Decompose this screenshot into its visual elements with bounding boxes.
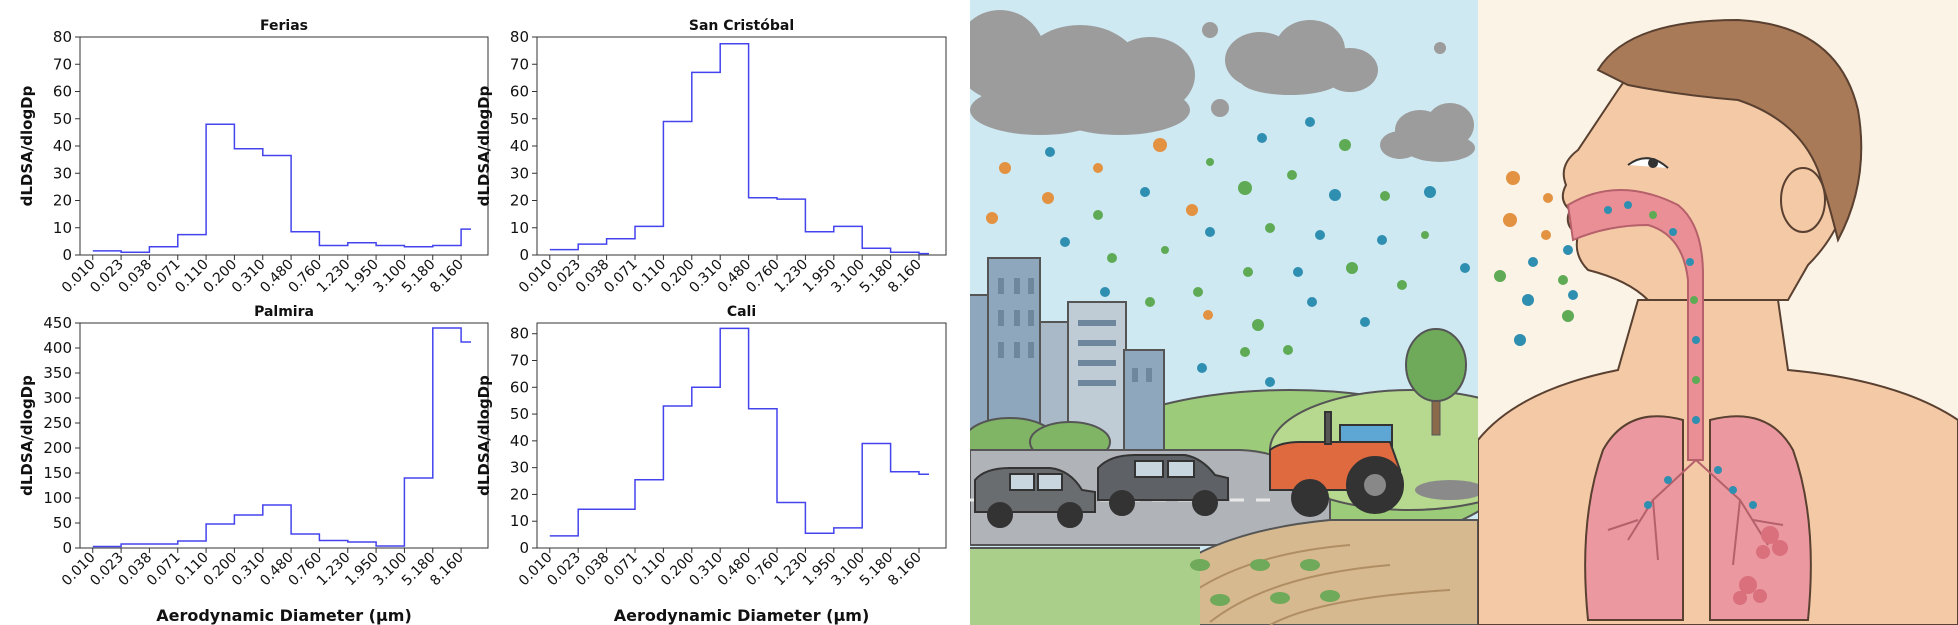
y-tick-label: 200 [43,439,72,457]
y-tick-label: 50 [53,110,72,128]
human-respiratory-inhalation-icon [1478,0,1958,625]
y-tick-label: 80 [53,28,72,46]
plot-frame [79,36,489,256]
y-tick-label: 70 [510,55,529,73]
y-tick-label: 60 [510,83,529,101]
y-tick-label: 60 [53,83,72,101]
y-tick-label: 0 [519,539,529,557]
y-tick-label: 80 [510,28,529,46]
chart-ferias: 010203040506070800.0100.0230.0380.0710.1… [18,18,489,296]
y-tick-label: 10 [510,219,529,237]
y-tick-label: 50 [510,110,529,128]
city-traffic-agriculture-pollution-icon [970,0,1478,625]
step-line-cali [549,327,929,537]
y-tick-label: 80 [510,325,529,343]
y-tick-label: 400 [43,339,72,357]
x-tick-label: 8.160 [885,550,925,590]
y-tick-label: 100 [43,489,72,507]
x-axis-label: Aerodynamic Diameter (μm) [614,606,870,625]
y-tick-label: 20 [510,485,529,503]
y-axis-label: dLDSA/dlogDp [475,375,493,496]
pollution-sources-illustration [970,0,1478,625]
chart-title-san-cristobal: San Cristóbal [689,18,794,34]
y-tick-label: 20 [53,192,72,210]
y-tick-label: 50 [510,405,529,423]
y-tick-label: 30 [53,164,72,182]
plot-frame [79,322,489,549]
chart-title-cali: Cali [727,304,756,320]
x-tick-label: 8.160 [885,257,925,297]
y-axis-label: dLDSA/dlogDp [475,85,493,206]
y-tick-label: 40 [510,432,529,450]
y-tick-label: 40 [53,137,72,155]
y-axis-label: dLDSA/dlogDp [18,375,36,496]
y-tick-label: 60 [510,378,529,396]
y-tick-label: 30 [510,459,529,477]
x-axis-label: Aerodynamic Diameter (μm) [156,606,412,625]
charts-area: 010203040506070800.0100.0230.0380.0710.1… [18,18,947,625]
y-tick-label: 0 [62,246,72,264]
y-tick-label: 450 [43,314,72,332]
y-tick-label: 20 [510,192,529,210]
y-tick-label: 0 [519,246,529,264]
y-tick-label: 150 [43,464,72,482]
y-tick-label: 40 [510,137,529,155]
y-tick-label: 350 [43,364,72,382]
step-line-san-cristobal [549,43,929,255]
chart-palmira: 0501001502002503003504004500.0100.0230.0… [18,304,489,625]
step-line-palmira [92,327,471,548]
chart-cali: 010203040506070800.0100.0230.0380.0710.1… [475,304,947,625]
plot-frame [536,322,947,549]
step-line-ferias [92,123,471,254]
y-axis-label: dLDSA/dlogDp [18,85,36,206]
respiratory-system-illustration [1478,0,1958,625]
y-tick-label: 250 [43,414,72,432]
y-tick-label: 0 [62,539,72,557]
plot-frame [536,36,947,256]
chart-title-ferias: Ferias [260,18,308,34]
chart-title-palmira: Palmira [254,304,314,320]
chart-san-cristobal: 010203040506070800.0100.0230.0380.0710.1… [475,18,947,297]
y-tick-label: 300 [43,389,72,407]
y-tick-label: 50 [53,514,72,532]
y-tick-label: 70 [510,352,529,370]
y-tick-label: 10 [510,512,529,530]
y-tick-label: 10 [53,219,72,237]
y-tick-label: 30 [510,164,529,182]
y-tick-label: 70 [53,55,72,73]
